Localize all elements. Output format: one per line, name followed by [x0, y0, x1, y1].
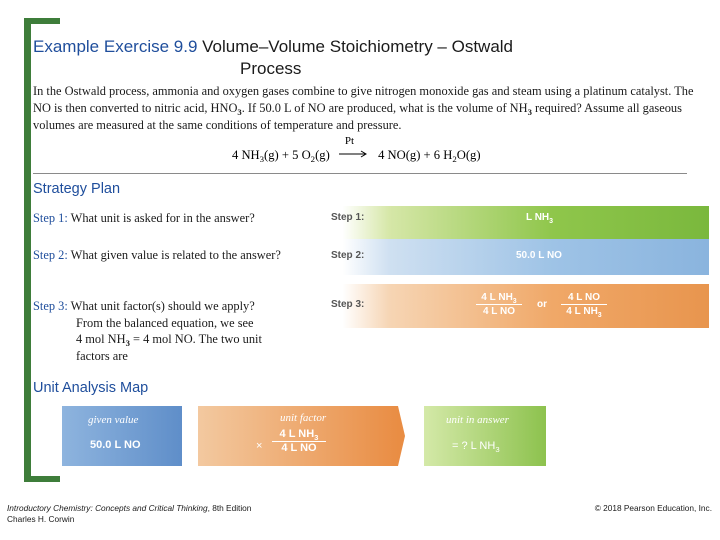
equation-subscript: 2	[310, 154, 316, 164]
equation-part: (g) + 5 O	[264, 148, 311, 162]
fraction-subscript: 3	[512, 298, 517, 305]
unit-map-heading: Unit Analysis Map	[33, 380, 149, 396]
step1-bar: Step 1: L NH3	[319, 206, 709, 242]
fraction-numerator: 4 L NO	[561, 291, 607, 305]
equation-subscript: 3	[259, 154, 265, 164]
balanced-equation: 4 NH3(g) + 5 O2(g) Pt 4 NO(g) + 6 H2O(g)	[232, 135, 481, 164]
fraction-text: 4 L NH	[566, 306, 598, 317]
answer-text: = ? L NH	[452, 440, 496, 452]
title-main-line2: Process	[240, 59, 302, 78]
footer-citation: Introductory Chemistry: Concepts and Cri…	[7, 503, 251, 525]
map-arrow-icon	[398, 406, 405, 466]
problem-subscript: 3	[237, 107, 242, 117]
strategy-step-3: Step 3: What unit factor(s) should we ap…	[33, 298, 313, 364]
slide-title: Example Exercise 9.9 Volume–Volume Stoic…	[33, 36, 673, 80]
slide-bracket-top	[24, 18, 60, 24]
fraction-numerator: 4 L NH3	[476, 291, 522, 305]
explanation-text: = 4 mol NO. The two unit	[129, 332, 262, 346]
problem-statement: In the Ostwald process, ammonia and oxyg…	[33, 83, 703, 134]
fraction-denominator: 4 L NO	[281, 442, 317, 454]
footer-author: Charles H. Corwin	[7, 514, 75, 524]
strategy-step-2: Step 2: What given value is related to t…	[33, 247, 281, 264]
footer-book-title: Introductory Chemistry: Concepts and Cri…	[7, 503, 208, 513]
problem-text-part: required? Assume all gaseous volumes are…	[33, 101, 682, 132]
unit-factor-2: 4 L NO 4 L NH3	[561, 291, 607, 319]
given-value-text: 50.0 L NO	[90, 439, 141, 451]
answer-subscript: 3	[495, 445, 500, 454]
step-question: What unit factor(s) should we apply?	[67, 299, 255, 313]
bar-step-label: Step 2:	[331, 250, 365, 261]
strategy-heading: Strategy Plan	[33, 181, 121, 197]
fraction-text: 4 L NH	[481, 292, 513, 303]
step2-bar: Step 2: 50.0 L NO	[319, 239, 709, 275]
unit-factor-caption: unit factor	[280, 412, 327, 424]
or-label: or	[537, 299, 547, 310]
step3-bar: Step 3: 4 L NH3 4 L NO or 4 L NO 4 L NH3	[319, 284, 709, 328]
step3-explanation: From the balanced equation, we see 4 mol…	[33, 315, 313, 365]
fraction-text: 4 L NH	[279, 428, 315, 440]
explanation-text: From the balanced equation, we see	[76, 315, 254, 330]
map-unit-factor: 4 L NH3 4 L NO	[272, 428, 326, 455]
fraction-numerator: 4 L NH3	[272, 428, 326, 442]
equation-part: 4 NO(g) + 6 H	[378, 148, 453, 162]
explanation-subscript: 3	[125, 338, 130, 348]
problem-text-part: In the Ostwald process, ammonia and oxyg…	[33, 84, 694, 115]
answer-unit-caption: unit in answer	[446, 414, 509, 426]
bar-value-subscript: 3	[549, 218, 554, 225]
given-value-box: given value 50.0 L NO	[62, 406, 182, 466]
answer-unit-box: unit in answer = ? L NH3	[424, 406, 546, 466]
step-label: Step 2:	[33, 248, 68, 262]
strategy-step-1: Step 1: What unit is asked for in the an…	[33, 210, 255, 227]
slide-bracket-left	[24, 18, 31, 482]
fraction-denominator: 4 L NO	[482, 306, 516, 317]
bar-step-label: Step 1:	[331, 212, 365, 223]
fraction-denominator: 4 L NH3	[561, 305, 607, 319]
unit-factor-1: 4 L NH3 4 L NO	[476, 291, 522, 318]
unit-factor-box: unit factor × 4 L NH3 4 L NO	[198, 406, 398, 466]
fraction-subscript: 3	[314, 433, 319, 442]
equation-subscript: 2	[452, 154, 457, 164]
slide-bracket-bottom	[24, 476, 60, 482]
bar-step-label: Step 3:	[331, 299, 365, 310]
title-main-line1: Volume–Volume Stoichiometry – Ostwald	[202, 37, 514, 56]
given-value-caption: given value	[88, 414, 139, 426]
catalyst-label: Pt	[344, 135, 355, 147]
step2-bar-value: 50.0 L NO	[516, 250, 562, 261]
footer-copyright: © 2018 Pearson Education, Inc.	[594, 503, 712, 513]
answer-unit-text: = ? L NH3	[452, 440, 500, 454]
explanation-text: factors are	[76, 348, 128, 363]
title-prefix: Example Exercise 9.9	[33, 37, 203, 56]
step-label: Step 3:	[33, 299, 68, 313]
step1-bar-value: L NH3	[526, 212, 554, 225]
step-question: What unit is asked for in the answer?	[67, 211, 255, 225]
bar-value-text: L NH	[526, 212, 550, 223]
right-arrow-icon	[338, 150, 367, 158]
explanation-text: 4 mol NH	[76, 332, 126, 346]
fraction-subscript: 3	[597, 312, 602, 319]
equation-part: (g)	[315, 148, 330, 162]
footer-edition: , 8th Edition	[207, 503, 252, 513]
problem-subscript: 3	[527, 107, 532, 117]
equation-part: 4 NH	[232, 148, 260, 162]
divider-line	[33, 173, 687, 174]
problem-text-part: . If 50.0 L of NO are produced, what is …	[241, 101, 528, 115]
step-question: What given value is related to the answe…	[67, 248, 281, 262]
times-sign: ×	[256, 440, 263, 452]
reaction-arrow: Pt	[338, 135, 369, 163]
equation-part: O(g)	[456, 148, 481, 162]
step-label: Step 1:	[33, 211, 68, 225]
